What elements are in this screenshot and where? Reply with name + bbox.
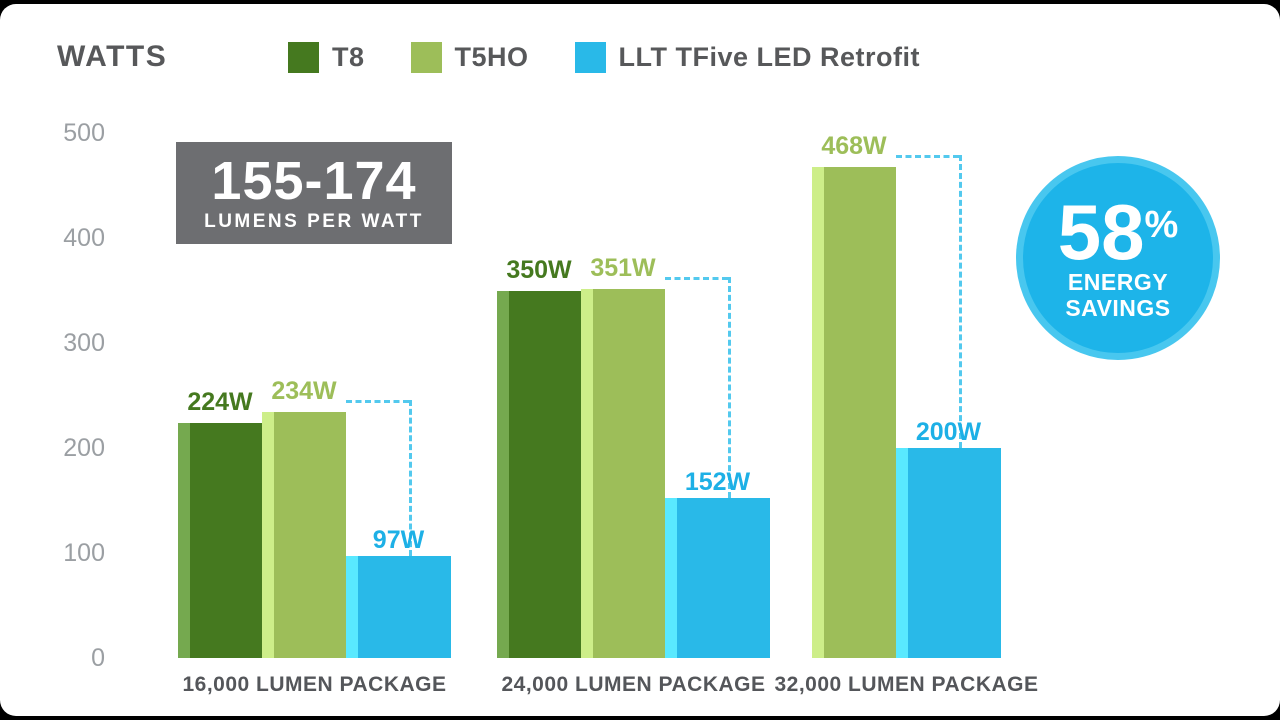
bar-led-retrofit — [665, 498, 770, 658]
bar-value-label: 351W — [590, 254, 656, 283]
percent-sign: % — [1144, 203, 1179, 246]
bar-t5ho — [262, 412, 346, 658]
legend-item-t5ho: T5HO — [410, 42, 529, 73]
bar-t5ho — [812, 166, 896, 658]
bar-value-label: 152W — [684, 468, 751, 497]
bar-value-label: 350W — [506, 255, 572, 284]
category-label: 16,000 LUMEN PACKAGE — [182, 673, 447, 696]
y-axis-tick-label: 100 — [63, 539, 105, 567]
bar-led-retrofit — [896, 448, 1001, 658]
category-label: 32,000 LUMEN PACKAGE — [774, 673, 1039, 696]
y-axis-tick-label: 300 — [63, 329, 105, 357]
legend-swatch — [410, 42, 442, 73]
efficacy-caption: LUMENS PER WATT — [204, 211, 424, 233]
savings-caption-line2: SAVINGS — [1065, 295, 1171, 322]
legend-label: LLT TFive LED Retrofit — [618, 42, 921, 72]
legend-item-t8: T8 — [288, 42, 365, 73]
savings-percent: 58% — [1057, 187, 1179, 276]
energy-savings-badge: 58% ENERGY SAVINGS — [1016, 156, 1220, 360]
legend-swatch — [574, 42, 606, 73]
savings-connector-horizontal — [665, 277, 728, 281]
savings-connector-vertical — [728, 277, 731, 499]
legend: T8 T5HO LLT TFive LED Retrofit — [288, 42, 920, 73]
savings-connector-vertical — [409, 400, 412, 557]
bar-led-retrofit — [346, 556, 451, 658]
bar-value-label: 234W — [271, 377, 337, 406]
legend-swatch — [288, 42, 319, 73]
y-axis-tick-label: 500 — [63, 119, 105, 147]
bar-value-label: 200W — [915, 418, 982, 446]
efficacy-badge: 155-174 LUMENS PER WATT — [176, 142, 452, 244]
y-axis-tick-label: 0 — [91, 644, 105, 672]
bar-value-label: 97W — [372, 526, 425, 555]
efficacy-value: 155-174 — [211, 150, 417, 211]
bar-t8 — [178, 422, 262, 658]
savings-caption-line1: ENERGY — [1067, 268, 1169, 295]
savings-connector-horizontal — [346, 400, 409, 404]
savings-connector-horizontal — [896, 154, 959, 158]
bar-value-label: 224W — [187, 387, 253, 416]
savings-connector-vertical — [959, 154, 962, 448]
category-label: 24,000 LUMEN PACKAGE — [501, 673, 766, 696]
y-axis-tick-label: 400 — [63, 224, 105, 252]
bar-t5ho — [581, 289, 665, 658]
legend-label: T8 — [332, 42, 365, 72]
y-axis-tick-label: 200 — [63, 434, 105, 462]
bar-t8 — [497, 290, 581, 658]
legend-item-led-retrofit: LLT TFive LED Retrofit — [574, 42, 921, 73]
legend-label: T5HO — [454, 42, 529, 72]
bar-value-label: 468W — [821, 131, 887, 160]
chart-title: WATTS — [57, 40, 168, 73]
